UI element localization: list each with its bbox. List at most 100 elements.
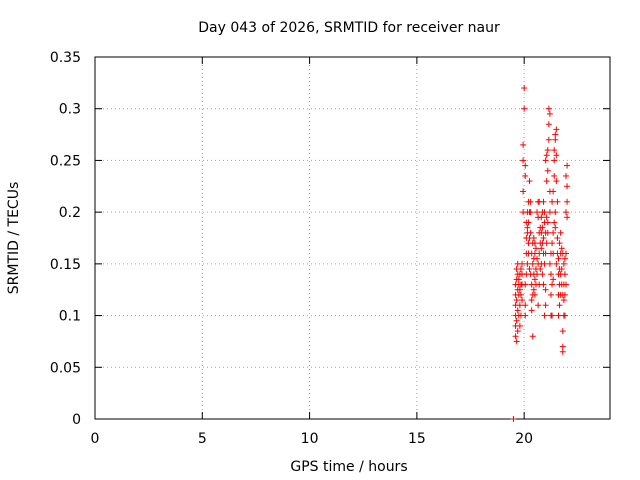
data-point — [552, 224, 559, 231]
data-point — [560, 297, 567, 304]
data-point — [539, 224, 546, 231]
data-point — [525, 219, 532, 226]
data-point — [516, 322, 523, 329]
data-point — [510, 416, 517, 422]
data-point — [559, 343, 566, 350]
data-point — [540, 235, 547, 241]
data-point — [535, 302, 542, 309]
data-point — [550, 229, 557, 236]
data-point — [564, 198, 571, 205]
data-point — [522, 172, 529, 179]
data-point — [515, 276, 522, 283]
data-point — [553, 152, 560, 159]
data-point — [550, 188, 557, 195]
data-point — [530, 286, 537, 293]
y-tick-label: 0.1 — [59, 309, 81, 325]
data-point — [516, 302, 523, 309]
data-point — [558, 266, 565, 273]
data-point — [563, 209, 570, 216]
data-point — [513, 297, 520, 304]
data-point — [521, 85, 528, 92]
data-point — [531, 276, 538, 283]
data-point — [551, 172, 558, 179]
y-tick-label: 0.05 — [50, 360, 81, 376]
data-point — [564, 162, 571, 169]
data-point — [534, 209, 541, 216]
data-point — [546, 260, 553, 267]
data-point — [552, 209, 559, 216]
data-point — [540, 281, 547, 288]
data-point — [549, 240, 556, 247]
data-point — [527, 209, 534, 216]
data-point — [546, 110, 553, 117]
data-point — [534, 271, 541, 278]
x-tick-label: 20 — [515, 431, 533, 447]
data-point — [531, 291, 538, 298]
x-axis-label: GPS time / hours — [290, 459, 407, 475]
x-tick-label: 0 — [91, 431, 100, 447]
data-point — [524, 260, 531, 267]
data-point — [553, 178, 560, 185]
data-point — [560, 260, 567, 267]
data-point — [549, 312, 556, 319]
data-point — [554, 198, 561, 205]
data-point — [561, 255, 568, 262]
data-point — [555, 312, 562, 319]
data-point — [552, 131, 559, 138]
data-point — [556, 302, 563, 309]
data-point — [555, 255, 562, 262]
data-point — [522, 312, 529, 319]
data-point — [543, 178, 550, 185]
data-point — [526, 266, 533, 273]
data-point — [551, 147, 558, 154]
data-point — [513, 317, 520, 324]
data-point — [545, 121, 552, 128]
data-point — [529, 333, 536, 340]
data-point — [552, 136, 559, 143]
data-point — [528, 307, 535, 314]
y-tick-label: 0.3 — [59, 102, 81, 118]
data-point — [544, 147, 551, 154]
data-point — [514, 328, 521, 335]
data-point — [531, 240, 538, 247]
y-tick-label: 0.2 — [59, 205, 81, 221]
plot-frame — [94, 56, 611, 420]
data-point — [551, 157, 558, 164]
data-point — [537, 266, 544, 273]
data-point — [524, 224, 531, 231]
data-point — [563, 250, 570, 257]
data-point — [557, 229, 564, 236]
data-point — [545, 136, 552, 143]
data-point — [547, 271, 554, 278]
data-point — [539, 271, 546, 278]
data-point — [549, 198, 556, 205]
data-point — [561, 312, 568, 319]
data-point — [519, 297, 526, 304]
y-tick-label: 0.25 — [50, 153, 81, 169]
data-point — [544, 229, 551, 236]
data-point — [554, 235, 561, 241]
data-point — [516, 286, 523, 293]
y-axis-label: SRMTID / TECUs — [6, 182, 22, 295]
axis-ticks: 0 0.05 0.1 0.15 0.2 0.25 0.3 0.35 0 5 10 15 20 — [50, 50, 610, 447]
data-point — [564, 183, 571, 190]
data-point — [561, 291, 568, 298]
data-point — [514, 307, 521, 314]
data-point — [553, 260, 560, 267]
data-point — [540, 198, 547, 205]
chart-title: Day 043 of 2026, SRMTID for receiver nau… — [198, 20, 500, 36]
y-tick-label: 0.15 — [50, 257, 81, 273]
data-point — [520, 141, 527, 148]
data-point — [545, 105, 552, 112]
y-tick-label: 0 — [72, 412, 81, 428]
data-point — [544, 219, 551, 226]
data-point — [512, 333, 519, 340]
data-point — [543, 152, 550, 159]
data-point — [547, 291, 554, 298]
data-point — [563, 172, 570, 179]
data-point — [522, 281, 529, 288]
data-point — [530, 235, 537, 241]
data-point — [528, 297, 535, 304]
data-point — [522, 162, 529, 169]
data-point — [542, 286, 549, 293]
